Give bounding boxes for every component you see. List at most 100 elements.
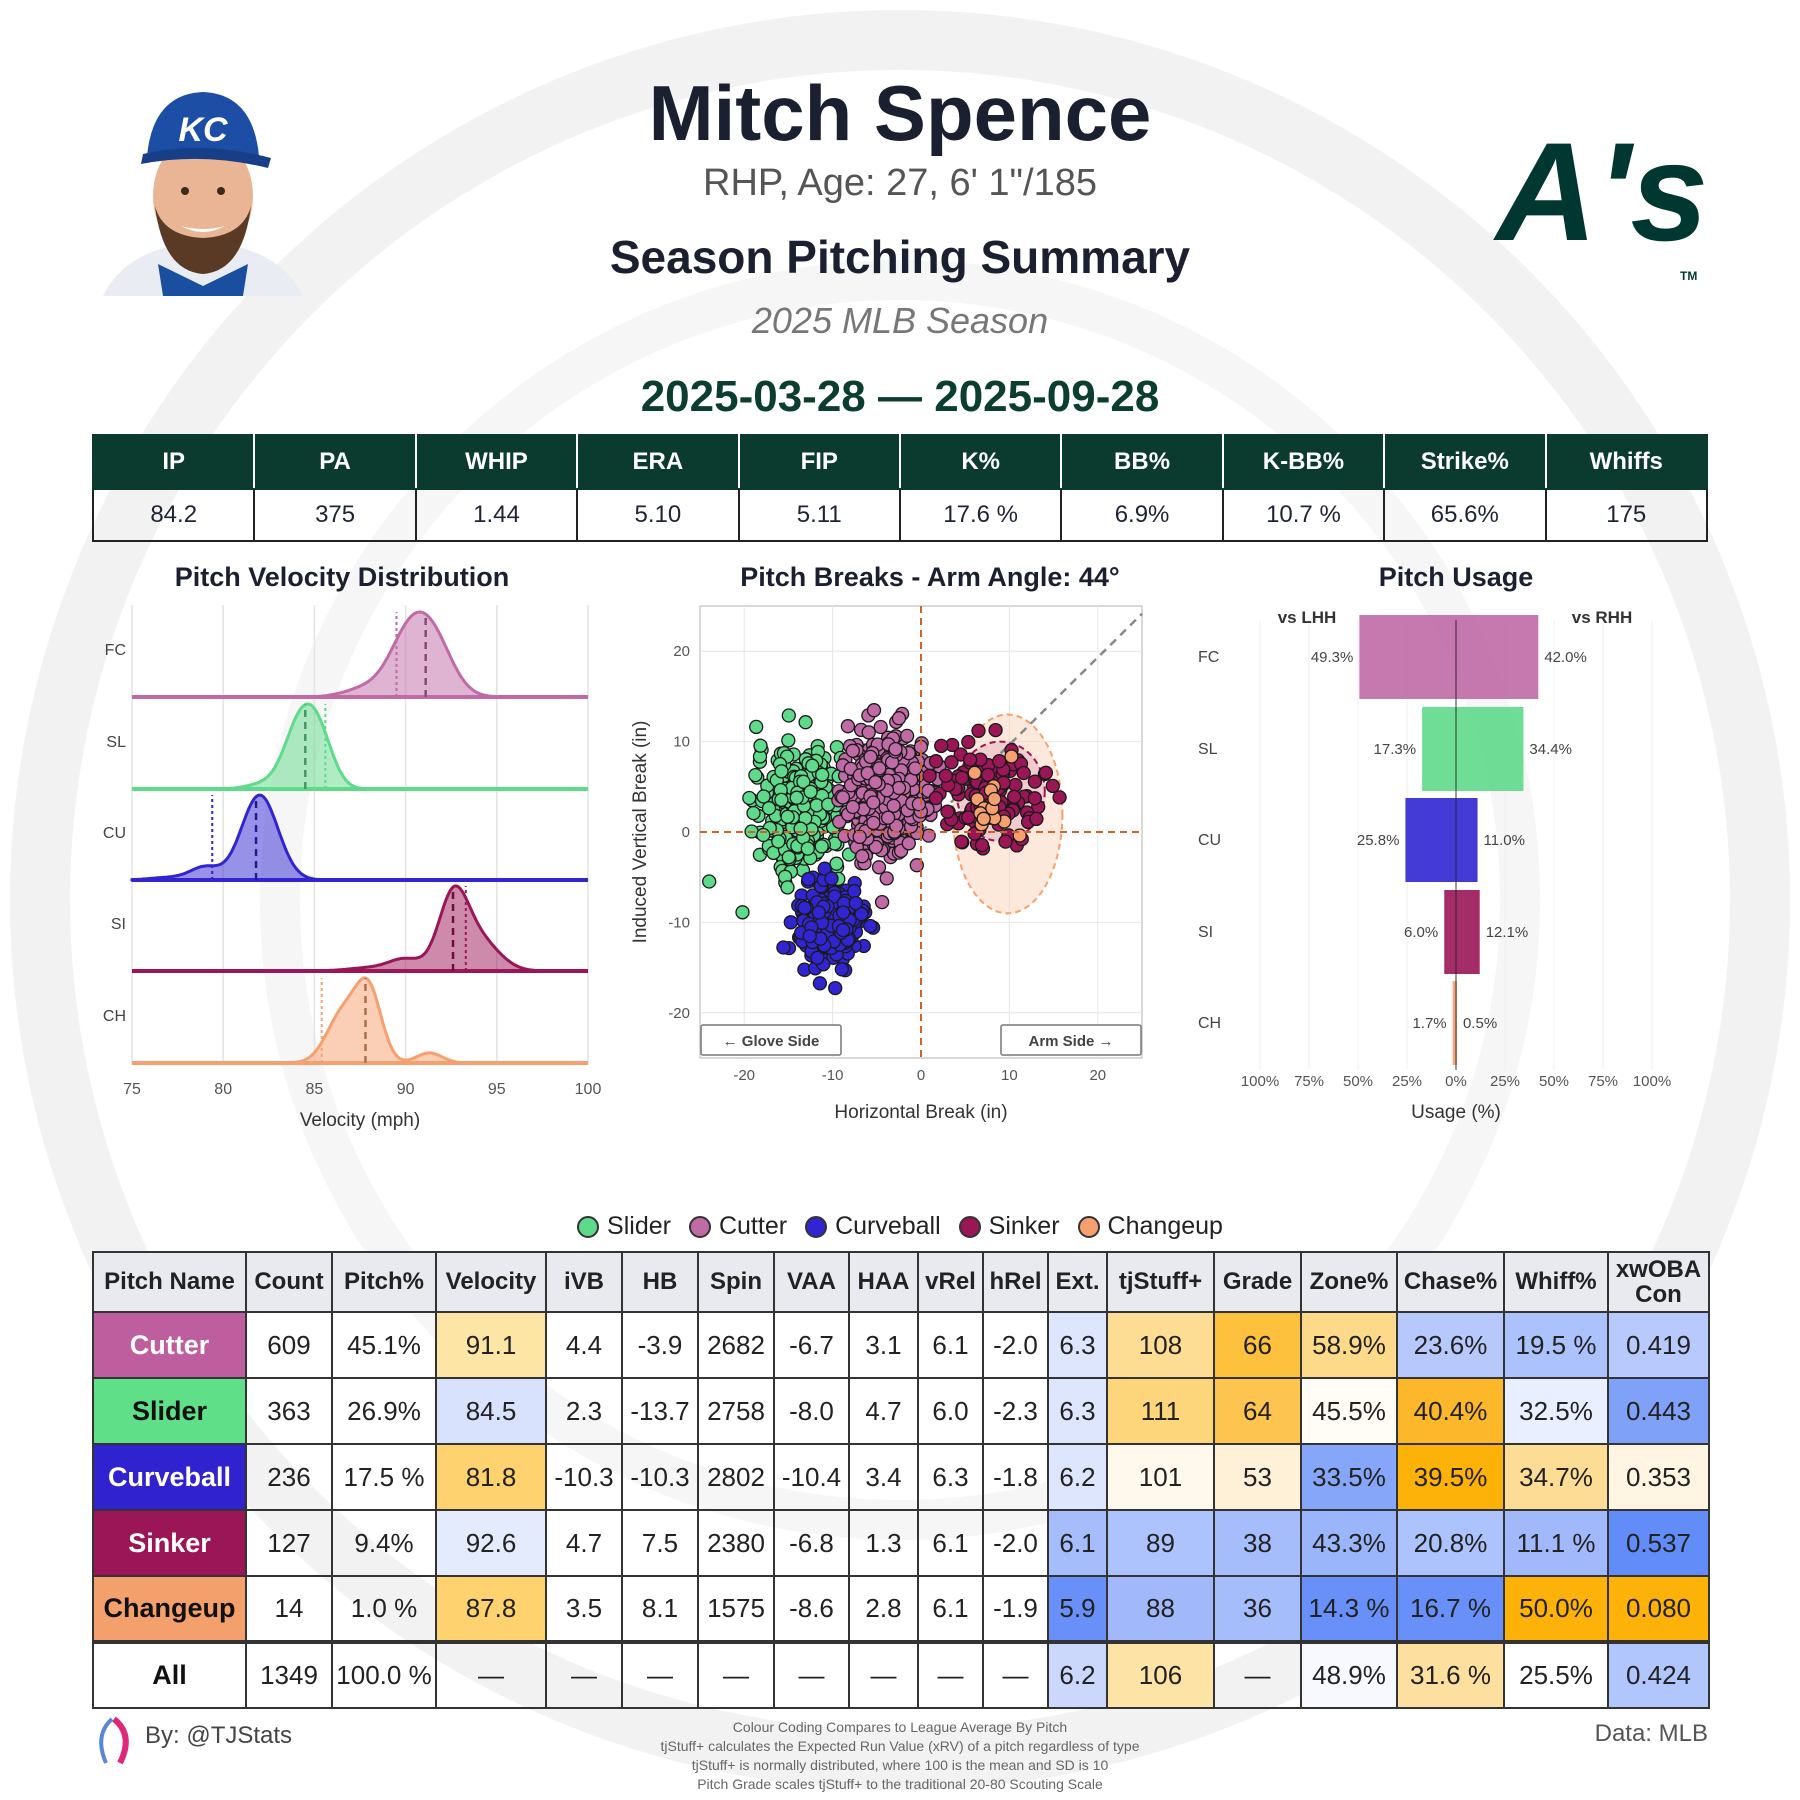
pitch-point-SL [780, 880, 795, 895]
pitch-point-SL [702, 874, 717, 889]
pitch-point-FC [868, 775, 883, 790]
stat-value: 175 [1544, 488, 1709, 542]
pitch-point-SI [971, 723, 986, 738]
x-axis-label: Velocity (mph) [300, 1110, 420, 1131]
glove-side-label: ← Glove Side [723, 1033, 820, 1050]
column-header: xwOBA Con [1607, 1251, 1710, 1313]
footer-note: tjStuff+ is normally distributed, where … [691, 1757, 1109, 1773]
lhh-value-label: 1.7% [1412, 1015, 1446, 1032]
table-cell: 9.4% [331, 1509, 437, 1577]
pitch-break-chart: ← Glove Side Arm Side → -20 -10 0 10 20 20 10 0 -1… [630, 605, 1143, 1123]
table-cell: — [435, 1640, 547, 1709]
table-cell: 17.5 % [331, 1443, 437, 1511]
pitch-point-SI [928, 754, 944, 769]
velocity-distribution-chart: FC SL CU SI CH 75 80 85 90 95 100 Velocity (mph) [103, 605, 601, 1131]
rhh-value-label: 12.1% [1486, 924, 1529, 941]
pitch-point-FC [873, 719, 888, 735]
usage-bar-CH [1452, 981, 1457, 1065]
table-cell: 6.3 [917, 1443, 984, 1511]
stat-header: K% [898, 434, 1063, 490]
table-cell: -1.8 [982, 1443, 1049, 1511]
glove-side-box [700, 1024, 842, 1056]
x-tick-label: 75% [1294, 1073, 1324, 1090]
table-cell: 2682 [697, 1311, 775, 1379]
pitch-point-SI [1008, 777, 1023, 793]
stat-value: 17.6 % [898, 488, 1063, 542]
pitch-point-SL [742, 790, 757, 806]
table-cell: 53 [1213, 1443, 1302, 1511]
pitch-name-cell: Curveball [92, 1443, 247, 1511]
x-tick-label: 20 [1089, 1067, 1106, 1084]
lhh-value-label: 25.8% [1357, 832, 1400, 849]
x-tick-label: 90 [397, 1081, 415, 1098]
table-cell: -1.9 [982, 1575, 1049, 1643]
category-label: SI [111, 916, 126, 933]
table-cell: 20.8% [1396, 1509, 1505, 1577]
table-cell: -10.3 [545, 1443, 623, 1511]
data-source: Data: MLB [1594, 1720, 1708, 1747]
pitch-point-SI [1027, 791, 1042, 806]
footer-note: Pitch Grade scales tjStuff+ to the tradi… [697, 1776, 1103, 1792]
column-header: hRel [982, 1251, 1049, 1313]
pitch-point-SL [800, 841, 815, 856]
pitch-point-CU [848, 895, 863, 911]
column-header: Pitch Name [92, 1251, 247, 1313]
legend-label: Sinker [988, 1212, 1060, 1240]
category-label: CH [1198, 1015, 1221, 1032]
y-tick-label: 0 [682, 824, 690, 841]
pitch-point-SI [988, 722, 1003, 738]
table-cell: 106 [1106, 1640, 1215, 1709]
pitch-point-SL [781, 850, 796, 865]
stat-header: Whiffs [1544, 434, 1709, 490]
column-header: Pitch% [331, 1251, 437, 1313]
player-name: Mitch Spence [648, 69, 1152, 157]
table-cell: 31.6 % [1396, 1640, 1505, 1709]
pitch-point-SL [756, 789, 771, 804]
column-header: Spin [697, 1251, 775, 1313]
stats-header-row: IP PA WHIP ERA FIP K% BB% K-BB% Strike% Whiffs [91, 434, 1709, 490]
table-cell: — [773, 1640, 850, 1709]
stat-header: IP [91, 434, 256, 490]
pitch-point-SI [1038, 765, 1054, 780]
rhh-value-label: 11.0% [1484, 832, 1525, 849]
pitch-point-CU [863, 918, 878, 934]
table-cell: -6.7 [773, 1311, 850, 1379]
pitch-point-SI [1029, 811, 1044, 827]
pitch-point-SL [753, 738, 768, 753]
column-header: Ext. [1047, 1251, 1108, 1313]
pitch-point-SI [1052, 790, 1067, 805]
table-cell: 0.353 [1607, 1443, 1710, 1511]
arm-side-box [1000, 1024, 1142, 1056]
table-cell: -2.3 [982, 1377, 1049, 1445]
column-header: HAA [848, 1251, 919, 1313]
x-axis-label: Horizontal Break (in) [834, 1102, 1007, 1123]
table-cell: -8.0 [773, 1377, 850, 1445]
density-CH [132, 976, 588, 1065]
table-row: All 1349 100.0 % — — — — — — — —6.2 106—48.9% 31.6 %… [92, 1640, 1710, 1709]
table-cell: -8.6 [773, 1575, 850, 1643]
pitch-point-SL [781, 733, 796, 748]
table-cell: 0.424 [1607, 1640, 1710, 1709]
table-cell: 11.1 % [1503, 1509, 1609, 1577]
category-label: CH [103, 1008, 126, 1025]
pitch-point-FC [901, 836, 916, 851]
legend-item: Slider [577, 1212, 671, 1241]
table-row: Changeup 14 1.0 % 87.8 3.5 8.1 1575 -8.6 2.8 6.1-… [92, 1575, 1710, 1643]
table-cell: 6.3 [1047, 1377, 1108, 1445]
x-tick-label: 80 [214, 1081, 232, 1098]
stat-value: 65.6% [1383, 488, 1547, 542]
y-tick-label: 20 [673, 643, 690, 660]
column-header: HB [621, 1251, 699, 1313]
pitch-point-FC [891, 780, 907, 796]
pitch-point-SI [962, 752, 978, 767]
density-FC [132, 610, 588, 699]
stat-value: 6.9% [1060, 488, 1224, 542]
cap-logo: KC [178, 111, 228, 149]
legend-item: Curveball [805, 1212, 941, 1241]
x-tick-label: 95 [488, 1081, 506, 1098]
table-cell: 92.6 [435, 1509, 547, 1577]
pitch-point-CU [810, 950, 825, 965]
pitch-point-CH [987, 791, 1002, 807]
table-cell: 14.3 % [1300, 1575, 1398, 1643]
density-CU [130, 793, 588, 882]
